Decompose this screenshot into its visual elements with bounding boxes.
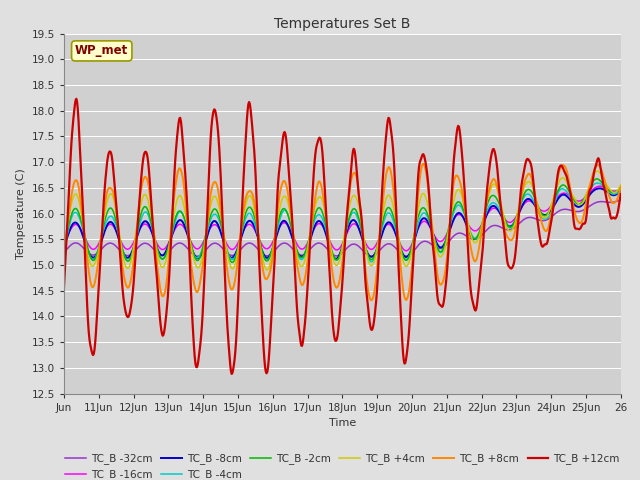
TC_B +12cm bbox=[228, 371, 236, 377]
X-axis label: Time: Time bbox=[329, 418, 356, 428]
TC_B +12cm bbox=[617, 191, 625, 197]
Title: Temperatures Set B: Temperatures Set B bbox=[274, 17, 411, 31]
TC_B -4cm bbox=[617, 187, 625, 193]
TC_B -8cm bbox=[228, 255, 236, 261]
TC_B +8cm bbox=[401, 294, 408, 300]
TC_B -8cm bbox=[432, 238, 440, 244]
TC_B -2cm bbox=[256, 240, 264, 245]
TC_B +12cm bbox=[401, 360, 409, 366]
TC_B -16cm bbox=[60, 241, 68, 247]
TC_B -4cm bbox=[432, 240, 440, 246]
TC_B -2cm bbox=[125, 257, 133, 263]
TC_B -4cm bbox=[368, 259, 376, 264]
TC_B +12cm bbox=[60, 284, 68, 289]
TC_B -2cm bbox=[277, 209, 285, 215]
TC_B +4cm bbox=[255, 238, 263, 243]
TC_B +12cm bbox=[72, 96, 80, 102]
TC_B -8cm bbox=[125, 254, 133, 260]
TC_B +12cm bbox=[229, 367, 237, 372]
TC_B -8cm bbox=[332, 256, 340, 262]
Line: TC_B +12cm: TC_B +12cm bbox=[64, 99, 621, 374]
TC_B +8cm bbox=[125, 283, 133, 289]
TC_B -2cm bbox=[593, 176, 601, 182]
TC_B -32cm bbox=[432, 244, 440, 250]
TC_B +8cm bbox=[276, 188, 284, 194]
Line: TC_B -32cm: TC_B -32cm bbox=[64, 199, 621, 256]
TC_B -32cm bbox=[255, 248, 263, 253]
TC_B +4cm bbox=[277, 200, 285, 205]
TC_B -16cm bbox=[596, 183, 604, 189]
TC_B -4cm bbox=[255, 239, 263, 244]
TC_B -32cm bbox=[617, 196, 625, 202]
TC_B -2cm bbox=[228, 260, 236, 265]
TC_B -16cm bbox=[125, 246, 133, 252]
TC_B -4cm bbox=[228, 256, 236, 262]
Line: TC_B +4cm: TC_B +4cm bbox=[64, 171, 621, 270]
TC_B +4cm bbox=[228, 265, 236, 271]
TC_B +4cm bbox=[594, 168, 602, 174]
Line: TC_B -8cm: TC_B -8cm bbox=[64, 188, 621, 259]
TC_B -16cm bbox=[617, 185, 625, 191]
TC_B +4cm bbox=[264, 267, 271, 273]
TC_B -4cm bbox=[401, 256, 408, 262]
TC_B -2cm bbox=[401, 256, 408, 262]
Line: TC_B +8cm: TC_B +8cm bbox=[64, 164, 621, 300]
TC_B +8cm bbox=[433, 264, 440, 270]
TC_B -8cm bbox=[596, 185, 604, 191]
TC_B +4cm bbox=[125, 264, 133, 269]
TC_B -16cm bbox=[400, 247, 408, 252]
TC_B -32cm bbox=[228, 252, 236, 258]
TC_B +12cm bbox=[278, 145, 285, 151]
TC_B +4cm bbox=[617, 182, 625, 188]
TC_B -2cm bbox=[60, 243, 68, 249]
TC_B +8cm bbox=[367, 297, 375, 303]
TC_B -8cm bbox=[276, 222, 284, 228]
TC_B -2cm bbox=[617, 184, 625, 190]
TC_B -8cm bbox=[401, 253, 408, 259]
TC_B -32cm bbox=[60, 250, 68, 255]
TC_B +8cm bbox=[255, 240, 263, 246]
TC_B +12cm bbox=[433, 283, 440, 289]
TC_B -16cm bbox=[402, 248, 410, 253]
TC_B -8cm bbox=[255, 239, 263, 245]
TC_B -32cm bbox=[276, 242, 284, 248]
TC_B -4cm bbox=[594, 180, 602, 186]
TC_B -4cm bbox=[125, 257, 133, 263]
TC_B +4cm bbox=[432, 243, 440, 249]
Line: TC_B -16cm: TC_B -16cm bbox=[64, 186, 621, 251]
Line: TC_B -2cm: TC_B -2cm bbox=[64, 179, 621, 263]
TC_B -16cm bbox=[276, 223, 284, 229]
TC_B -16cm bbox=[255, 237, 263, 242]
TC_B +8cm bbox=[617, 184, 625, 190]
TC_B -32cm bbox=[125, 252, 133, 258]
TC_B +12cm bbox=[257, 291, 264, 297]
TC_B -4cm bbox=[276, 215, 284, 221]
TC_B +8cm bbox=[60, 251, 68, 257]
TC_B -4cm bbox=[60, 246, 68, 252]
TC_B +4cm bbox=[60, 247, 68, 252]
TC_B +12cm bbox=[126, 309, 134, 314]
TC_B +8cm bbox=[419, 161, 427, 167]
TC_B +4cm bbox=[401, 262, 408, 267]
TC_B -2cm bbox=[228, 259, 236, 265]
Line: TC_B -4cm: TC_B -4cm bbox=[64, 183, 621, 262]
TC_B -8cm bbox=[617, 187, 625, 193]
Y-axis label: Temperature (C): Temperature (C) bbox=[16, 168, 26, 259]
Text: WP_met: WP_met bbox=[75, 44, 129, 58]
Legend: TC_B -32cm, TC_B -16cm, TC_B -8cm, TC_B -4cm, TC_B -2cm, TC_B +4cm, TC_B +8cm, T: TC_B -32cm, TC_B -16cm, TC_B -8cm, TC_B … bbox=[61, 449, 624, 480]
TC_B -16cm bbox=[432, 235, 440, 240]
TC_B -32cm bbox=[367, 253, 375, 259]
TC_B -8cm bbox=[60, 244, 68, 250]
TC_B -2cm bbox=[432, 240, 440, 246]
TC_B +8cm bbox=[228, 287, 236, 292]
TC_B -32cm bbox=[401, 253, 408, 259]
TC_B -16cm bbox=[228, 247, 236, 252]
